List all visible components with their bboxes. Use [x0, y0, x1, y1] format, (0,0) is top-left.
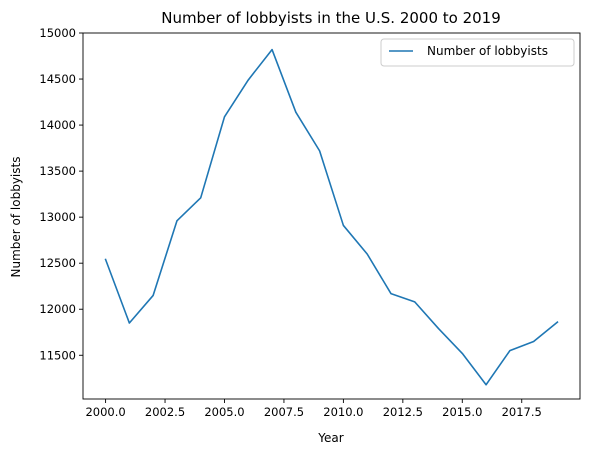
data-point [200, 197, 202, 199]
x-tick-label: 2015.0 [442, 405, 482, 419]
y-tick-label: 11500 [39, 348, 76, 362]
legend-label: Number of lobbyists [427, 44, 548, 58]
data-point [437, 327, 439, 329]
data-point [461, 352, 463, 354]
y-tick-label: 13500 [39, 164, 76, 178]
data-point [366, 253, 368, 255]
legend: Number of lobbyists [380, 38, 575, 67]
data-point [556, 321, 558, 323]
x-tick-label: 2005.0 [204, 405, 244, 419]
data-point [176, 220, 178, 222]
y-tick-label: 14000 [39, 118, 76, 132]
x-axis-label: Year [317, 431, 343, 445]
x-tick-label: 2000.0 [85, 405, 125, 419]
y-tick-label: 14500 [39, 72, 76, 86]
y-axis-label: Number of lobbyists [9, 157, 23, 278]
data-point [532, 340, 534, 342]
legend-box [380, 38, 575, 67]
x-axis-ticks: 2000.0 2002.5 2005.0 2007.5 2010.0 2012.5 2015… [85, 399, 542, 419]
x-tick-label: 2012.5 [383, 405, 423, 419]
data-point [509, 349, 511, 351]
data-point [128, 322, 130, 324]
chart-title: Number of lobbyists in the U.S. 2000 to … [161, 9, 501, 27]
y-tick-label: 13000 [39, 210, 76, 224]
plot-frame [82, 32, 581, 400]
data-point [342, 224, 344, 226]
data-point [414, 301, 416, 303]
y-tick-label: 15000 [39, 26, 76, 40]
y-tick-label: 12500 [39, 256, 76, 270]
x-tick-label: 2010.0 [323, 405, 363, 419]
data-point [295, 111, 297, 113]
x-tick-label: 2002.5 [145, 405, 185, 419]
data-point [223, 116, 225, 118]
x-tick-label: 2017.5 [502, 405, 542, 419]
data-point [247, 79, 249, 81]
data-point [152, 294, 154, 296]
data-point [104, 258, 106, 260]
data-point [271, 48, 273, 50]
y-axis-ticks: 11500 12000 12500 13000 13500 14000 14500 15000 [39, 26, 83, 362]
y-tick-label: 12000 [39, 302, 76, 316]
x-tick-label: 2007.5 [264, 405, 304, 419]
data-point [485, 384, 487, 386]
series-line [104, 48, 559, 386]
plot-area [82, 32, 581, 400]
data-point [390, 292, 392, 294]
data-point [318, 150, 320, 152]
series-layer [104, 48, 559, 386]
